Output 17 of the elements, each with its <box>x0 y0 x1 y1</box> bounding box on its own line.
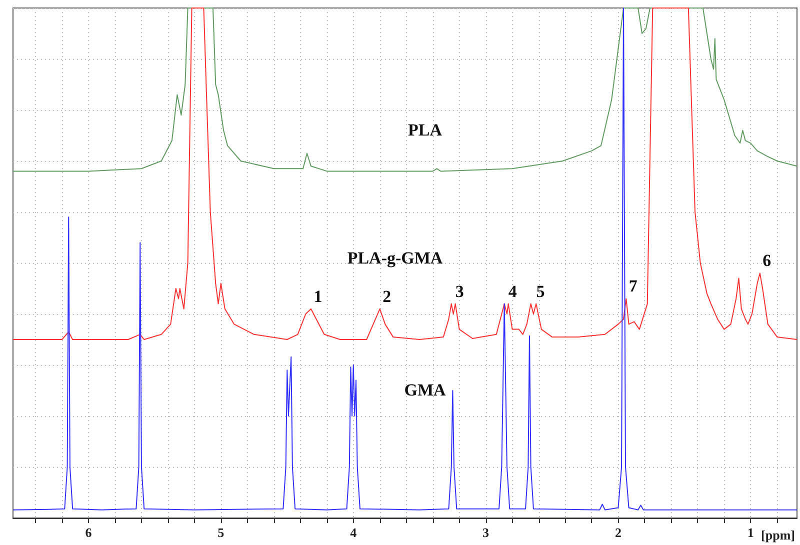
annotation: 7 <box>628 276 638 296</box>
series-label: GMA <box>404 380 446 400</box>
series-label: PLA <box>408 120 443 140</box>
x-tick-label: 3 <box>482 525 490 540</box>
x-tick-label: 6 <box>85 525 92 540</box>
annotation: 3 <box>455 282 464 301</box>
x-tick-label: 2 <box>614 525 622 540</box>
x-axis-title: [ppm] <box>761 528 795 542</box>
text: PLA-g-GMA <box>347 248 444 268</box>
annotation: 4 <box>508 282 518 301</box>
annotation: 2 <box>382 286 392 306</box>
x-tick-label: 4 <box>350 525 358 540</box>
annotation: 1 <box>314 286 322 306</box>
annotation: 6 <box>762 251 772 270</box>
annotation: 5 <box>536 282 545 301</box>
x-tick-label: 1 <box>747 525 754 540</box>
x-tick-label: 5 <box>218 525 225 540</box>
